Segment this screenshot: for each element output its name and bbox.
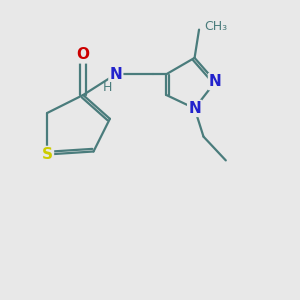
Text: H: H [103, 81, 112, 94]
Text: N: N [188, 101, 201, 116]
Text: S: S [42, 147, 53, 162]
Text: N: N [209, 74, 222, 89]
Text: N: N [110, 67, 122, 82]
Text: CH₃: CH₃ [204, 20, 227, 33]
Text: O: O [76, 47, 90, 62]
